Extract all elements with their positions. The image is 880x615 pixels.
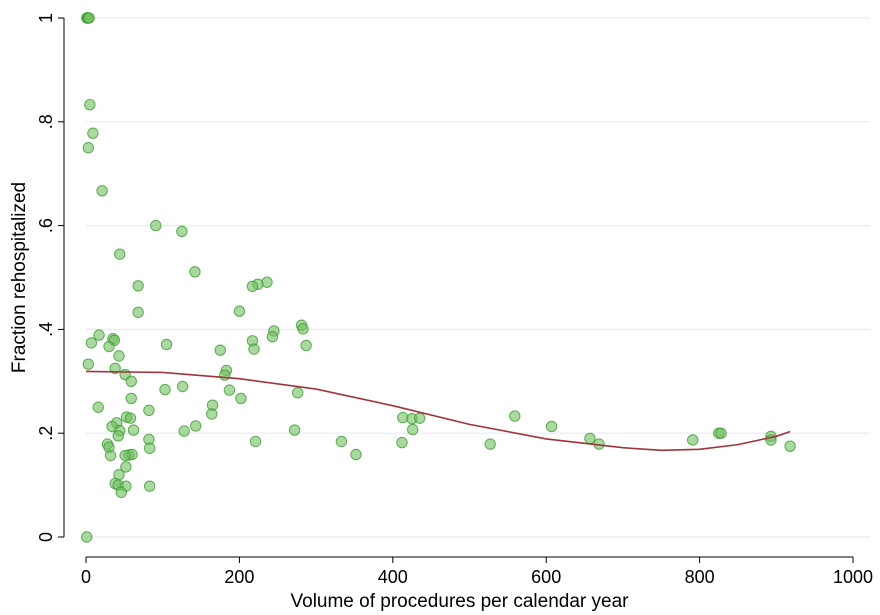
scatter-point	[189, 266, 201, 278]
scatter-point	[132, 306, 144, 318]
y-tick-label-3: .6	[36, 218, 56, 233]
scatter-point	[509, 410, 521, 422]
scatter-point	[176, 380, 189, 393]
x-axis-title: Volume of procedures per calendar year	[291, 591, 630, 612]
scatter-point	[206, 408, 218, 420]
scatter-point	[115, 486, 127, 499]
x-tick-label-3: 600	[531, 567, 561, 587]
scatter-point	[159, 383, 171, 396]
scatter-point	[120, 461, 132, 473]
scatter-point	[291, 387, 304, 399]
scatter-point	[143, 480, 156, 492]
scatter-point	[83, 12, 95, 24]
x-tick-label-1: 200	[224, 567, 254, 587]
line-layer	[85, 370, 791, 452]
scatter-point	[112, 430, 124, 442]
scatter-point	[127, 424, 140, 436]
scatter-point	[261, 276, 273, 288]
y-tick-label-0: 0	[36, 532, 56, 542]
scatter-point	[266, 330, 279, 343]
scatter-point	[178, 425, 190, 437]
scatter-point	[124, 412, 137, 424]
y-tick-label-5: 1	[36, 13, 56, 23]
x-tick-label-4: 800	[685, 567, 715, 587]
scatter-point	[85, 337, 98, 349]
scatter-point	[119, 449, 131, 462]
scatter-point	[160, 338, 173, 351]
scatter-point	[584, 432, 596, 445]
scatter-point	[189, 420, 202, 432]
scatter-point	[104, 449, 117, 462]
label-layer: 0 .2 .4 .6 .8 1 0 200 400 600 800 1000 Volume of pro…	[9, 13, 873, 612]
scatter-point	[109, 362, 121, 375]
scatter-point	[143, 404, 155, 417]
scatter-point	[246, 280, 259, 293]
scatter-point	[686, 434, 699, 446]
scatter-point	[484, 438, 496, 450]
scatter-point	[87, 127, 99, 139]
fit-line	[85, 370, 791, 452]
scatter-point	[413, 412, 426, 424]
scatter-point	[103, 340, 115, 353]
scatter-point	[214, 344, 226, 356]
y-tick-label-1: .2	[36, 426, 56, 441]
scatter-point	[396, 436, 408, 449]
scatter-point	[249, 435, 262, 448]
scatter-point	[82, 358, 95, 370]
scatter-point	[219, 369, 231, 381]
scatter-point	[248, 343, 260, 355]
scatter-point	[288, 424, 301, 436]
y-tick-label-2: .4	[36, 322, 56, 337]
scatter-point	[350, 448, 362, 461]
scatter-point	[150, 219, 162, 232]
x-tick-label-2: 400	[378, 567, 408, 587]
scatter-point	[223, 384, 236, 396]
scatter-point	[92, 401, 104, 413]
scatter-point	[82, 142, 95, 154]
y-tick-label-4: .8	[36, 114, 56, 129]
scatter-point	[113, 350, 125, 362]
scatter-point	[96, 185, 108, 197]
scatter-point	[335, 435, 348, 448]
scatter-point	[125, 392, 137, 405]
scatter-point	[143, 442, 156, 454]
scatter-point	[125, 375, 137, 387]
scatter-point	[545, 420, 558, 433]
scatter-point	[297, 323, 309, 335]
y-axis-title: Fraction rehospitalized	[9, 182, 30, 373]
scatter-point	[235, 392, 247, 405]
scatter-point	[81, 531, 93, 543]
scatter-point	[114, 248, 126, 260]
x-tick-label-0: 0	[81, 567, 91, 587]
grid-layer	[86, 17, 870, 538]
scatter-point	[233, 305, 246, 317]
axis-layer	[58, 17, 854, 563]
scatter-point	[132, 280, 144, 292]
scatter-point	[93, 329, 105, 341]
scatter-point	[176, 225, 188, 238]
scatter-point	[407, 423, 419, 436]
scatter-point	[84, 98, 96, 111]
points-layer	[81, 12, 796, 543]
x-tick-label-5: 1000	[833, 567, 873, 587]
scatter-point	[300, 339, 312, 352]
scatter-point	[715, 427, 727, 439]
scatter-point	[784, 440, 796, 452]
